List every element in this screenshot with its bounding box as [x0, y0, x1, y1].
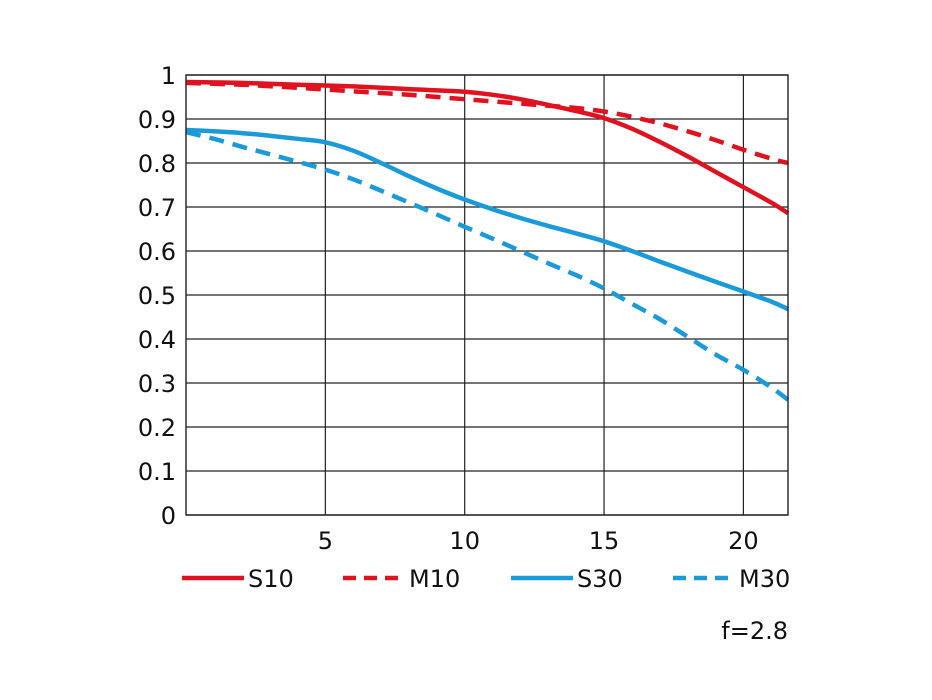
- series-line-s30: [185, 127, 789, 312]
- x-tick-label: 5: [318, 527, 333, 555]
- y-tick-label: 0.6: [138, 238, 176, 266]
- x-tick-label: 15: [589, 527, 620, 555]
- y-axis-ticks: 0 0.1 0.2 0.3 0.4 0.5 0.6 0.7 0.8 0.9 1: [138, 62, 176, 530]
- y-tick-label: 0.9: [138, 106, 176, 134]
- legend-label-s30: S30: [577, 565, 623, 593]
- legend-label-m30: M30: [739, 565, 790, 593]
- plot-frame: [185, 74, 789, 516]
- y-tick-label: 0.3: [138, 370, 176, 398]
- legend: S10 M10 S30 M30: [182, 565, 790, 593]
- y-tick-label: 0.7: [138, 194, 176, 222]
- legend-label-s10: S10: [248, 565, 294, 593]
- x-tick-label: 20: [728, 527, 759, 555]
- y-tick-label: 1: [161, 62, 176, 90]
- aperture-annotation: f=2.8: [721, 617, 788, 645]
- series-layer: [185, 79, 790, 402]
- series-line-m30: [185, 130, 790, 402]
- y-tick-label: 0.8: [138, 150, 176, 178]
- y-tick-label: 0: [161, 502, 176, 530]
- y-tick-label: 0.1: [138, 458, 176, 486]
- plot-border: [185, 74, 789, 516]
- y-tick-label: 0.5: [138, 282, 176, 310]
- x-axis-ticks: 5 10 15 20: [318, 527, 759, 555]
- legend-label-m10: M10: [409, 565, 460, 593]
- x-tick-label: 10: [449, 527, 480, 555]
- grid: [186, 74, 788, 516]
- y-tick-label: 0.4: [138, 326, 176, 354]
- y-tick-label: 0.2: [138, 414, 176, 442]
- series-line-s10: [185, 79, 790, 216]
